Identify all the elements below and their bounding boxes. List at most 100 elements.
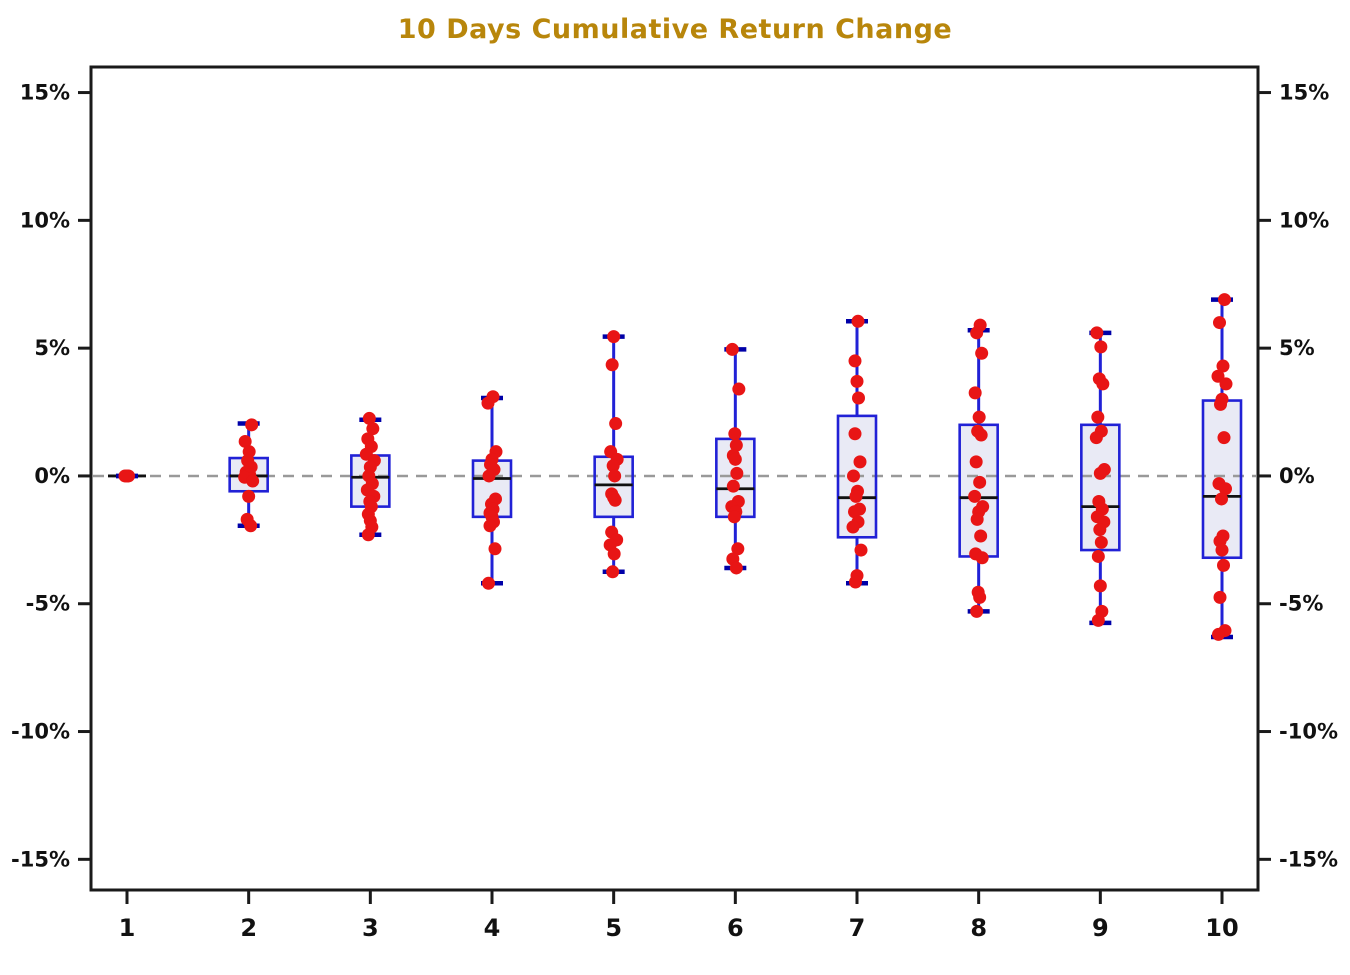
y-tick-label-left: -10% [11, 720, 70, 744]
scatter-dot [482, 469, 496, 483]
box-rect [836, 414, 878, 539]
scatter-dot [852, 391, 865, 405]
scatter-dot [361, 528, 375, 542]
scatter-dot [848, 427, 862, 441]
y-tick-label-left: 5% [34, 336, 70, 360]
scatter-dot [973, 475, 987, 489]
y-tick-label-left: 10% [20, 208, 70, 232]
x-tick-label: 3 [362, 914, 379, 942]
scatter-dot [846, 520, 860, 534]
scatter-dot [1214, 397, 1227, 411]
scatter-dot [607, 547, 621, 561]
scatter-dot [727, 510, 741, 524]
scatter-dot [1215, 543, 1229, 557]
scatter-dot [605, 358, 619, 372]
scatter-dot [244, 519, 258, 533]
scatter-dot [483, 519, 497, 533]
scatter-dot [728, 452, 742, 466]
x-tick-label: 7 [849, 914, 866, 942]
scatter-dot [1091, 549, 1105, 563]
x-tick-label: 8 [970, 914, 987, 942]
scatter-dot [1213, 316, 1226, 330]
scatter-dot [1094, 340, 1108, 354]
scatter-dot [245, 418, 259, 432]
scatter-dot [731, 542, 745, 556]
scatter-dot [1215, 492, 1228, 506]
y-tick-label-right: 5% [1279, 336, 1315, 360]
scatter-dot [1217, 558, 1230, 572]
x-tick-label: 9 [1092, 914, 1109, 942]
scatter-dot [246, 474, 260, 488]
x-tick-label: 5 [605, 914, 622, 942]
scatter-dot [728, 427, 742, 441]
scatter-dot [848, 354, 862, 368]
x-tick-label: 4 [484, 914, 501, 942]
scatter-dot [730, 466, 744, 480]
scatter-dot [973, 590, 987, 604]
scatter-dot [362, 411, 376, 425]
scatter-dot [968, 386, 982, 400]
scatter-dot [1089, 431, 1103, 445]
scatter-dot [729, 438, 743, 452]
scatter-dot [850, 374, 864, 388]
scatter-dot [1216, 359, 1230, 373]
scatter-dot [608, 469, 622, 483]
scatter-dot [974, 428, 988, 442]
scatter-dot [606, 565, 620, 579]
plot-border [89, 65, 1260, 892]
scatter-dot [1094, 535, 1108, 549]
scatter-dot [1219, 377, 1233, 391]
scatter-dot [848, 505, 861, 519]
scatter-dot [1091, 613, 1105, 627]
scatter-dot [481, 396, 495, 410]
y-tick-label-right: -10% [1279, 720, 1338, 744]
scatter-dot [969, 455, 983, 469]
scatter-dot [1096, 377, 1110, 391]
scatter-dot [725, 342, 739, 356]
scatter-dot [849, 489, 863, 503]
scatter-dot [729, 561, 743, 575]
scatter-dot [970, 512, 984, 526]
scatter-dot [238, 434, 252, 448]
scatter-dot [1219, 482, 1232, 496]
x-tick-label: 1 [119, 914, 136, 942]
scatter-dot [607, 330, 621, 344]
scatter-dot [1217, 431, 1231, 445]
scatter-dot [726, 479, 740, 493]
y-tick-label-right: 0% [1279, 464, 1315, 488]
scatter-dot [968, 489, 982, 503]
y-tick-label-left: -15% [11, 847, 70, 871]
scatter-dot [482, 576, 495, 590]
scatter-dot [970, 326, 984, 340]
scatter-dot [608, 493, 622, 507]
scatter-dot [975, 346, 989, 360]
scatter-dot [609, 417, 623, 431]
scatter-dot [1090, 326, 1104, 340]
scatter-dot [1212, 627, 1225, 641]
scatter-dot [854, 543, 868, 557]
scatter-dot [847, 469, 860, 483]
scatter-dot [974, 529, 988, 543]
y-tick-label-right: -15% [1279, 847, 1338, 871]
scatter-dot [849, 575, 862, 589]
scatter-dot [1213, 590, 1227, 604]
y-tick-label-right: -5% [1279, 592, 1323, 616]
y-tick-label-right: 15% [1279, 81, 1329, 105]
scatter-dot [1093, 579, 1107, 593]
x-tick-label: 10 [1205, 914, 1238, 942]
scatter-dot [732, 382, 746, 396]
y-tick-label-left: 15% [20, 81, 70, 105]
scatter-dot [242, 489, 256, 503]
chart-title: 10 Days Cumulative Return Change [397, 14, 953, 45]
scatter-dot [853, 455, 867, 469]
scatter-dot [366, 422, 380, 436]
scatter-dot [975, 551, 989, 565]
y-tick-label-left: 0% [34, 464, 70, 488]
scatter-dot [488, 542, 502, 556]
scatter-dot [1093, 523, 1107, 537]
x-tick-label: 2 [240, 914, 257, 942]
scatter-dot [1093, 466, 1107, 480]
scatter-dot [1218, 293, 1231, 307]
scatter-dot [851, 314, 865, 328]
